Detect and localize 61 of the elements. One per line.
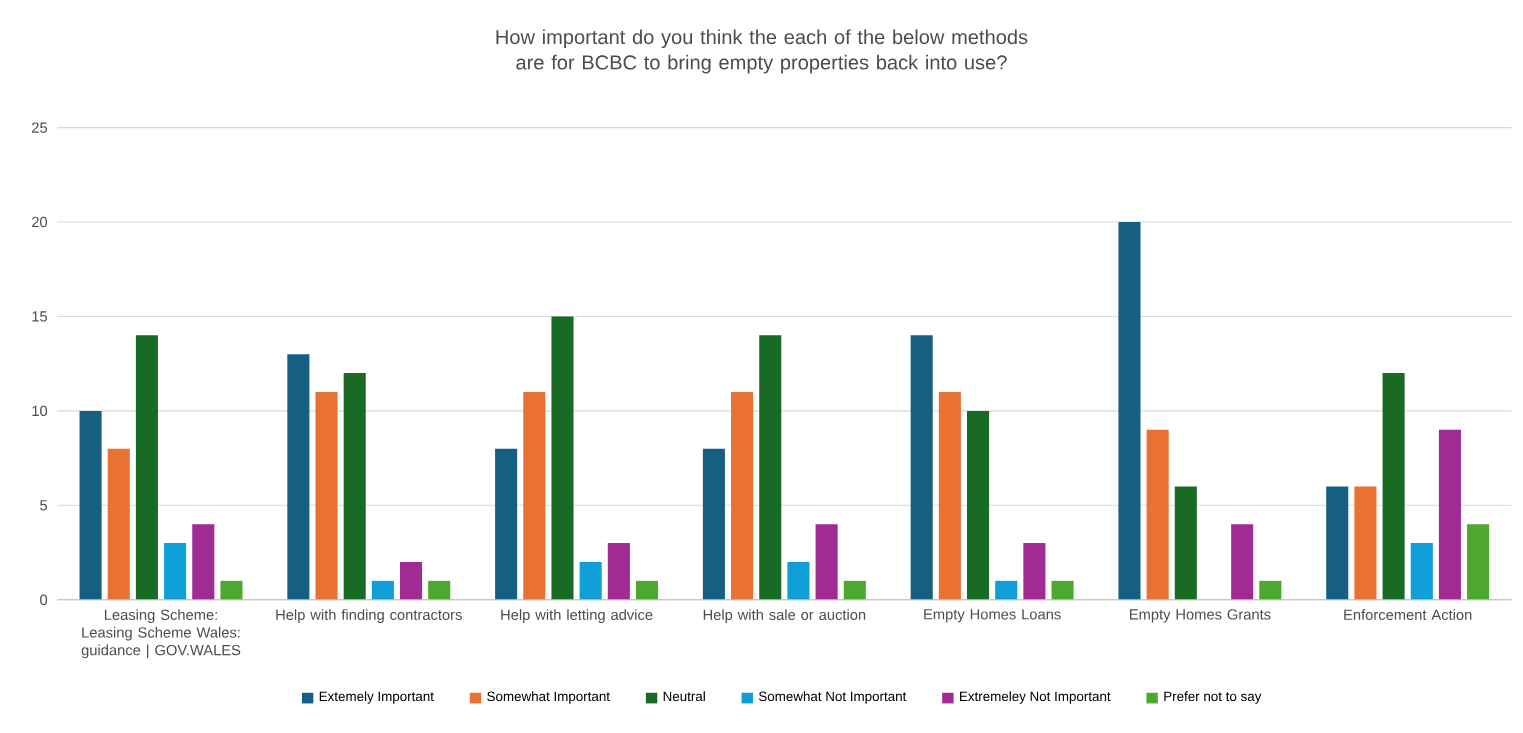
legend-label: Somewhat Important [487,691,610,704]
bar [579,561,602,600]
x-tick-label: Empty Homes Grants [1129,609,1271,623]
chart-title: How important do you think the each of the below methods are for BCBC to bring empty properties back into use? [496,29,1028,74]
bar [1051,580,1074,600]
y-tick-label: 15 [32,311,48,322]
legend-label: Extemely Important [319,691,434,704]
bar [607,543,630,600]
bar [1354,486,1377,600]
bar [164,543,187,600]
bar [787,561,810,600]
bar [759,335,782,600]
bar [220,580,243,600]
legend-label: Prefer not to say [1164,691,1262,704]
bar [995,580,1018,600]
bar [107,448,130,600]
bar [287,354,310,600]
bar [1023,543,1046,600]
bar [1438,429,1461,600]
bar [1467,524,1490,600]
bar [731,392,754,600]
bar [192,524,215,600]
legend-label: Extremeley Not Important [960,691,1111,704]
y-tick-label: 0 [40,594,48,605]
bar [135,335,158,600]
bar [1259,580,1282,600]
bar [1146,429,1169,600]
bar [815,524,838,600]
bar [551,316,574,600]
bar [523,392,546,600]
bar [1118,222,1141,600]
bar [371,580,394,600]
y-tick-label: 5 [40,500,48,511]
bar [343,373,366,600]
legend-label: Somewhat Not Important [758,691,907,704]
x-tick-label: Enforcement Action [1344,609,1472,620]
bar [428,580,451,600]
x-tick-label: Help with sale or auction [703,609,866,623]
y-tick-label: 10 [32,405,48,417]
x-tick-label: Help with finding contractors [276,609,462,623]
x-tick-label: Empty Homes Loans [924,609,1061,623]
bar [938,392,961,600]
bar [1326,486,1349,600]
bar [1174,486,1197,600]
bar [400,561,423,600]
legend-label: Neutral [663,691,705,702]
x-tick-label: Help with letting advice [501,609,653,623]
y-tick-label: 25 [32,122,48,133]
bar [967,410,990,600]
bar [495,448,518,600]
bar [1231,524,1254,600]
bar [843,580,866,600]
bar [79,410,102,600]
x-tick-label: Leasing Scheme: Leasing Scheme Wales: guidance | GOV.WALES [81,609,241,659]
y-tick-label: 20 [32,216,48,228]
bar [1410,543,1433,600]
bar [1382,373,1405,600]
bar [315,392,338,600]
bar [702,448,725,600]
bar [910,335,933,600]
bar [635,580,659,600]
